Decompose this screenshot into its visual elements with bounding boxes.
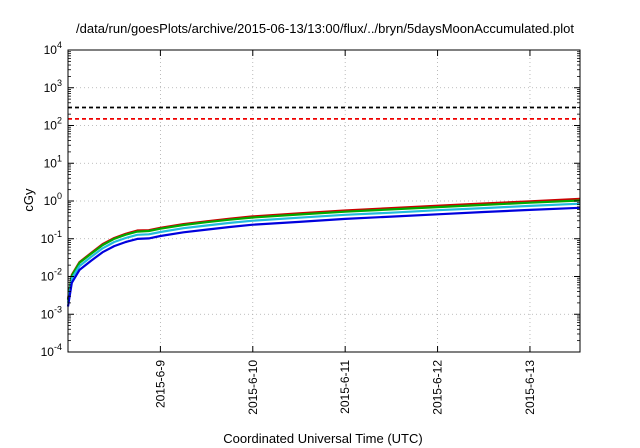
y-tick-label: 10-1 bbox=[41, 229, 62, 246]
y-tick-label: 104 bbox=[44, 40, 62, 57]
chart-title: /data/run/goesPlots/archive/2015-06-13/1… bbox=[76, 21, 574, 36]
y-tick-label: 10-2 bbox=[41, 267, 62, 284]
series-line-2 bbox=[66, 199, 581, 301]
y-axis-ticks: 10-4 10-3 10-2 10-1 100 101 102 103 104 bbox=[41, 40, 580, 359]
y-axis-label: cGy bbox=[21, 188, 36, 212]
x-tick-label: 2015-6-12 bbox=[431, 360, 445, 415]
y-tick-label: 101 bbox=[44, 153, 62, 170]
series-line-3 bbox=[66, 202, 581, 304]
y-tick-label: 10-4 bbox=[41, 342, 62, 359]
y-tick-label: 10-3 bbox=[41, 304, 62, 321]
series-line-4 bbox=[66, 206, 581, 307]
grid bbox=[68, 50, 580, 352]
x-tick-label: 2015-6-13 bbox=[523, 360, 537, 415]
x-axis-label: Coordinated Universal Time (UTC) bbox=[223, 431, 422, 446]
y-tick-label: 102 bbox=[44, 116, 62, 133]
y-tick-label: 100 bbox=[44, 191, 62, 208]
x-tick-label: 2015-6-11 bbox=[338, 360, 352, 414]
x-tick-label: 2015-6-10 bbox=[246, 360, 260, 415]
x-tick-label: 2015-6-9 bbox=[153, 360, 167, 408]
reference-lines bbox=[68, 106, 580, 120]
series-lines bbox=[66, 197, 581, 307]
x-axis-ticks: 2015-6-9 2015-6-10 2015-6-11 2015-6-12 2015-… bbox=[153, 50, 537, 415]
y-tick-label: 103 bbox=[44, 78, 62, 95]
